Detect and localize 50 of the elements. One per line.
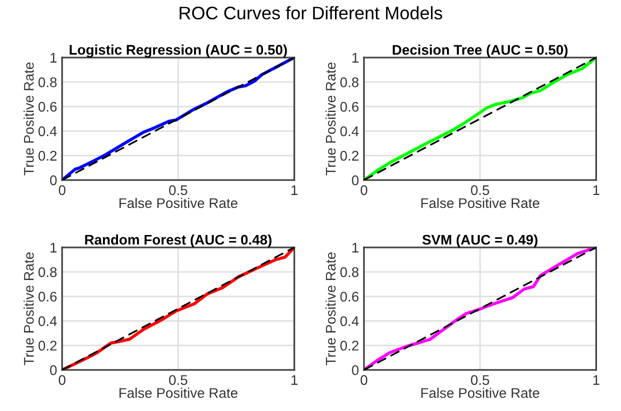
- y-tick-label: 0.6: [340, 102, 358, 112]
- y-tick-label: 0: [50, 175, 57, 186]
- y-tick-label: 0.6: [340, 292, 358, 302]
- x-tick-label: 0.5: [169, 185, 188, 196]
- chart-title: SVM (AUC = 0.49): [422, 234, 538, 248]
- y-tick-label: 0.6: [38, 102, 57, 112]
- y-axis-title: True Positive Rate: [325, 62, 336, 176]
- y-tick-label: 1: [352, 53, 358, 63]
- x-axis-title: False Positive Rate: [120, 388, 238, 398]
- x-tick-label: 0.5: [470, 375, 490, 385]
- x-tick-label: 1: [291, 185, 298, 195]
- chart-title: Random Forest (AUC = 0.48): [85, 234, 272, 248]
- y-tick-label: 0.8: [340, 267, 358, 278]
- y-axis-title: True Positive Rate: [325, 252, 336, 366]
- y-tick-label: 0.4: [38, 126, 57, 136]
- y-tick-label: 0.8: [38, 77, 57, 88]
- x-tick-label: 0: [360, 185, 368, 196]
- chart-title: Decision Tree (AUC = 0.50): [392, 44, 568, 58]
- y-tick-label: 0.8: [38, 267, 57, 278]
- y-axis-title: True Positive Rate: [24, 62, 34, 176]
- x-axis-title: False Positive Rate: [421, 198, 540, 208]
- x-tick-label: 0: [58, 375, 66, 385]
- x-tick-label: 0: [58, 185, 66, 196]
- chart-title: Logistic Regression (AUC = 0.50): [70, 44, 287, 58]
- y-axis-title: True Positive Rate: [24, 252, 34, 366]
- y-tick-label: 0.4: [340, 126, 359, 136]
- x-tick-label: 0.5: [169, 375, 188, 385]
- y-tick-label: 0.6: [38, 292, 57, 302]
- y-tick-label: 0.4: [340, 316, 359, 326]
- y-tick-label: 0: [50, 365, 57, 376]
- y-tick-label: 0: [352, 175, 359, 186]
- y-tick-label: 0.2: [38, 340, 57, 351]
- y-tick-label: 0.2: [340, 150, 358, 161]
- y-tick-label: 1: [50, 53, 57, 63]
- y-tick-label: 0.8: [340, 77, 358, 88]
- y-tick-label: 0.2: [38, 150, 57, 161]
- line-series: [364, 58, 596, 180]
- x-tick-label: 0: [360, 375, 368, 385]
- x-axis-title: False Positive Rate: [421, 388, 540, 398]
- x-axis-title: False Positive Rate: [120, 198, 238, 208]
- x-tick-label: 0.5: [470, 185, 490, 196]
- y-tick-label: 0.2: [340, 340, 358, 351]
- y-tick-label: 1: [352, 242, 358, 252]
- x-tick-label: 1: [593, 185, 600, 195]
- y-tick-label: 0: [352, 365, 359, 376]
- y-tick-label: 0.4: [38, 316, 57, 326]
- text: ROC Curves for Different Models: [180, 6, 442, 20]
- y-tick-label: 1: [50, 242, 57, 252]
- x-tick-label: 1: [291, 375, 298, 385]
- x-tick-label: 1: [593, 375, 600, 385]
